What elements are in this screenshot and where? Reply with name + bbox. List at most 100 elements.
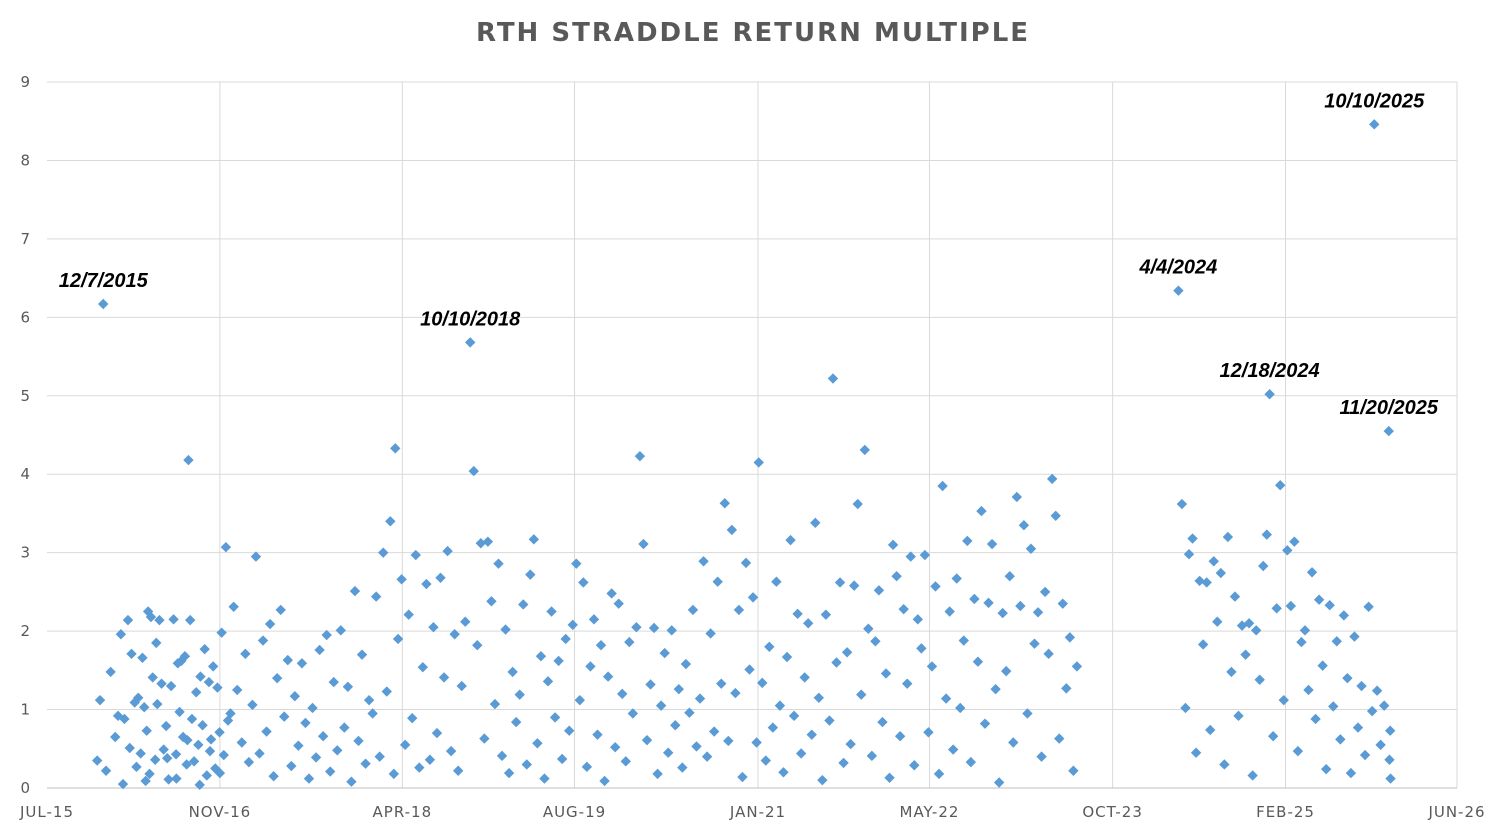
scatter-point <box>1046 473 1058 485</box>
scatter-point <box>465 337 476 348</box>
scatter-point <box>740 557 752 569</box>
scatter-point <box>133 692 144 703</box>
scatter-point <box>962 535 973 547</box>
scatter-point <box>129 697 140 708</box>
scatter-point <box>958 635 969 646</box>
scatter-point <box>100 765 112 776</box>
scatter-point <box>556 753 568 765</box>
x-tick-label: OCT-23 <box>1082 803 1143 821</box>
scatter-point <box>771 576 782 587</box>
scatter-point <box>1328 701 1339 712</box>
scatter-point <box>947 744 959 755</box>
scatter-point <box>186 713 198 725</box>
scatter-point <box>848 580 860 591</box>
scatter-point <box>652 768 663 780</box>
scatter-point <box>940 693 952 704</box>
scatter-point <box>877 716 888 728</box>
scatter-point <box>191 687 202 698</box>
scatter-point <box>370 591 382 602</box>
scatter-point <box>126 648 137 660</box>
scatter-point <box>317 731 329 742</box>
scatter-point <box>803 618 814 629</box>
scatter-point <box>154 614 165 626</box>
scatter-point <box>930 581 941 592</box>
scatter-point <box>806 729 817 740</box>
scatter-point <box>993 777 1005 788</box>
scatter-point <box>1043 648 1054 660</box>
scatter-point <box>1267 731 1279 742</box>
scatter-point <box>403 609 414 620</box>
scatter-point <box>631 621 642 633</box>
scatter-point <box>188 756 200 767</box>
scatter-point <box>912 614 924 625</box>
scatter-point <box>1226 666 1237 678</box>
scatter-point <box>486 596 497 607</box>
scatter-point <box>385 516 396 527</box>
scatter-point <box>1015 600 1026 612</box>
scatter-point <box>1366 705 1378 717</box>
scatter-point <box>228 601 239 612</box>
scatter-point <box>1233 710 1244 722</box>
scatter-point <box>199 643 210 655</box>
scatter-point <box>535 651 547 662</box>
scatter-point <box>744 664 755 675</box>
scatter-point <box>507 666 518 678</box>
scatter-point <box>845 738 856 750</box>
scatter-point <box>894 731 906 742</box>
scatter-point <box>151 637 162 649</box>
scatter-point <box>410 549 421 561</box>
scatter-point <box>1303 684 1314 696</box>
scatter-point <box>760 755 771 766</box>
scatter-point <box>135 748 146 759</box>
scatter-point <box>149 754 161 765</box>
scatter-point <box>609 742 621 753</box>
scatter-point <box>634 450 646 462</box>
scatter-point <box>207 661 219 672</box>
scatter-point <box>435 572 446 583</box>
y-tick-label: 8 <box>20 151 31 169</box>
scatter-point <box>1071 661 1083 672</box>
scatter-point <box>926 661 938 672</box>
scatter-point <box>374 751 385 762</box>
scatter-point <box>525 569 536 580</box>
scatter-point <box>553 655 564 667</box>
scatter-point <box>1173 285 1184 296</box>
scatter-point <box>268 771 279 782</box>
scatter-point <box>1008 737 1019 748</box>
scatter-point <box>726 524 738 536</box>
scatter-point <box>356 649 368 660</box>
scatter-point <box>232 684 243 696</box>
scatter-point <box>712 576 723 587</box>
scatter-point <box>212 682 223 693</box>
scatter-point <box>567 619 578 631</box>
scatter-point <box>1384 754 1395 765</box>
scatter-point <box>493 558 504 569</box>
y-tick-label: 1 <box>20 701 31 719</box>
scatter-point <box>472 640 483 651</box>
scatter-point <box>183 454 194 466</box>
scatter-point <box>240 648 251 660</box>
x-tick-label: APR-18 <box>373 803 433 821</box>
scatter-point <box>870 636 881 647</box>
scatter-point <box>723 735 734 747</box>
scatter-point <box>923 727 934 738</box>
scatter-point <box>289 691 301 702</box>
scatter-point <box>503 767 515 779</box>
scatter-point <box>194 779 205 791</box>
scatter-point <box>606 588 617 599</box>
scatter-point <box>254 748 265 759</box>
scatter-point <box>328 676 339 688</box>
scatter-point <box>171 773 182 784</box>
scatter-point <box>275 604 286 616</box>
scatter-point <box>983 597 994 609</box>
scatter-point <box>1275 480 1286 491</box>
scatter-point <box>546 606 557 617</box>
scatter-point <box>859 444 870 456</box>
scatter-point <box>1243 618 1255 629</box>
scatter-point <box>677 762 688 773</box>
scatter-point <box>137 652 148 663</box>
scatter-point <box>539 773 550 784</box>
scatter-point <box>204 745 216 757</box>
scatter-point <box>421 578 432 590</box>
